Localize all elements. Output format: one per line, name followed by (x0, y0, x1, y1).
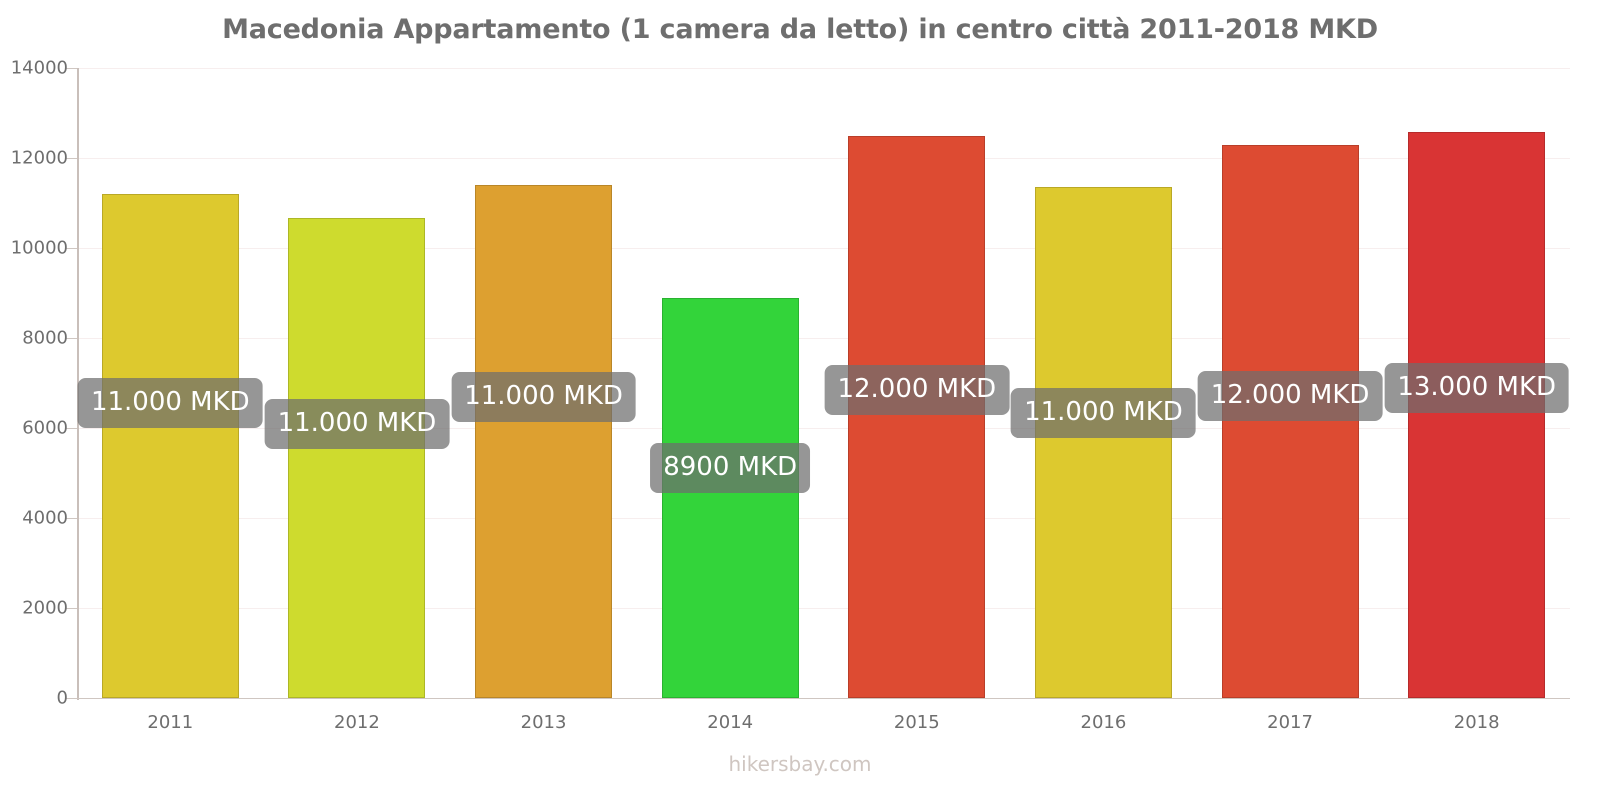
y-tick-mark (66, 698, 77, 699)
y-tick-mark (66, 158, 77, 159)
x-tick-label: 2018 (1453, 712, 1500, 733)
bar[interactable] (475, 185, 613, 698)
bar[interactable] (1408, 131, 1546, 698)
bar[interactable] (848, 136, 986, 698)
x-axis-line (77, 698, 1570, 699)
x-tick-label: 2014 (707, 712, 754, 733)
y-tick-mark (66, 518, 77, 519)
source-watermark: hikersbay.com (728, 752, 872, 776)
y-tick-label: 14000 (10, 57, 68, 79)
bar-value-label: 13.000 MKD (1384, 363, 1570, 413)
gridline (77, 518, 1570, 519)
y-tick-label: 0 (56, 687, 68, 709)
x-tick-label: 2012 (334, 712, 380, 733)
y-tick-mark (66, 248, 77, 249)
x-tick-label: 2015 (893, 712, 940, 733)
y-tick-mark (66, 68, 77, 69)
bar-value-label: 12.000 MKD (824, 365, 1010, 415)
bar[interactable] (1034, 187, 1172, 698)
bar-value-label: 11.000 MKD (77, 378, 263, 428)
bar[interactable] (1221, 144, 1359, 698)
y-tick-label: 12000 (10, 147, 68, 169)
y-tick-label: 6000 (22, 417, 68, 439)
y-tick-mark (66, 608, 77, 609)
gridline (77, 428, 1570, 429)
x-tick-label: 2016 (1080, 712, 1127, 733)
gridline (77, 158, 1570, 159)
y-tick-label: 8000 (22, 327, 68, 349)
bar-value-label: 11.000 MKD (264, 399, 450, 449)
y-tick-mark (66, 428, 77, 429)
x-tick-label: 2017 (1267, 712, 1313, 733)
x-tick-label: 2013 (520, 712, 567, 733)
chart-title: Macedonia Appartamento (1 camera da lett… (222, 14, 1378, 45)
y-tick-label: 4000 (22, 507, 68, 529)
gridline (77, 248, 1570, 249)
gridline (77, 68, 1570, 69)
bar[interactable] (288, 217, 426, 698)
bar[interactable] (661, 297, 799, 698)
bar[interactable] (101, 194, 239, 698)
gridline (77, 608, 1570, 609)
bar-value-label: 11.000 MKD (451, 372, 636, 422)
y-tick-label: 10000 (10, 237, 68, 259)
bar-value-label: 12.000 MKD (1197, 371, 1383, 421)
bar-value-label: 8900 MKD (650, 443, 811, 493)
bar-value-label: 11.000 MKD (1011, 388, 1196, 438)
y-tick-label: 2000 (22, 597, 68, 619)
y-tick-mark (66, 338, 77, 339)
gridline (77, 338, 1570, 339)
x-tick-label: 2011 (147, 712, 194, 733)
